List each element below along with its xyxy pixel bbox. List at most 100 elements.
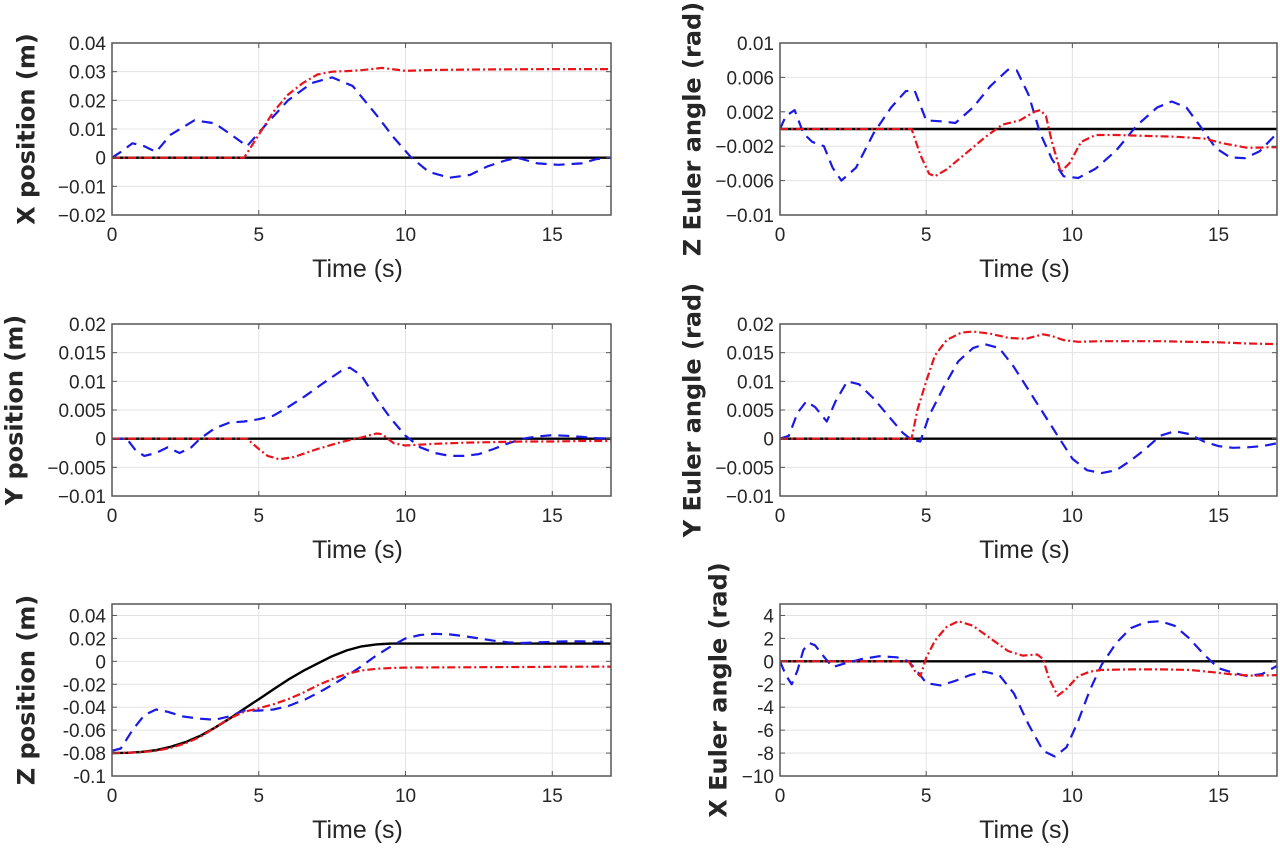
series-blue-dashed — [112, 632, 611, 752]
plot-area — [112, 604, 611, 776]
subplot-x-position: 0 5 10 15 0.04 0.03 0.02 0.01 0 −0.01 −0.02 Time (s… — [12, 33, 612, 283]
x-tick-label: 5 — [253, 225, 264, 246]
series-red-dashdot — [112, 66, 611, 159]
axes-frame — [779, 603, 1278, 777]
y-tick-label: 0.02 — [69, 91, 106, 112]
y-tick-label: 0.01 — [69, 372, 106, 393]
y-tick-label: -8 — [757, 744, 774, 765]
x-tick-label: 15 — [1208, 786, 1229, 807]
y-tick-label: 0.005 — [58, 401, 106, 422]
x-tick-label: 0 — [775, 786, 786, 807]
y-axis-label: Z Euler angle (rad) — [678, 2, 706, 256]
subplot-y-euler-angle: 0 5 10 15 0.02 0.015 0.01 0.005 0 −0.005 −0.01 Time… — [678, 283, 1278, 564]
y-tick-label: −0.02 — [58, 206, 106, 227]
y-axis-label: Y Euler angle (rad) — [678, 283, 706, 538]
series-blue-dashed — [112, 366, 611, 457]
y-tick-label: -0.02 — [63, 675, 106, 696]
y-tick-label: 0.04 — [69, 606, 106, 627]
x-tick-label: 15 — [542, 506, 563, 527]
x-axis-label: Time (s) — [979, 816, 1070, 844]
y-tick-label: 0.002 — [726, 103, 774, 124]
y-tick-label: 0 — [95, 652, 106, 673]
y-tick-label: 0.04 — [69, 34, 106, 55]
x-tick-label: 0 — [107, 786, 118, 807]
y-tick-label: 0.02 — [69, 629, 106, 650]
y-tick-label: −0.005 — [715, 458, 774, 479]
y-tick-label: 0.015 — [58, 344, 106, 365]
y-tick-label: 0.02 — [69, 315, 106, 336]
series-red-dashdot — [112, 665, 611, 755]
y-tick-label: 0 — [763, 652, 774, 673]
x-axis-label: Time (s) — [979, 255, 1070, 283]
subplot-z-euler-angle: 0 5 10 15 0.01 0.006 0.002 −0.002 −0.006 −0.01 Tim… — [678, 2, 1278, 283]
y-tick-label: −0.01 — [726, 206, 774, 227]
x-tick-label: 15 — [1208, 506, 1229, 527]
y-tick-label: -0.06 — [63, 721, 106, 742]
x-tick-label: 10 — [395, 506, 416, 527]
y-tick-label: 0.015 — [726, 344, 774, 365]
y-tick-label: 0.01 — [737, 372, 774, 393]
x-tick-label: 5 — [921, 786, 932, 807]
x-tick-label: 0 — [107, 225, 118, 246]
y-axis-label: X position (m) — [12, 33, 40, 225]
y-tick-label: 0.03 — [69, 63, 106, 84]
series-blue-dashed — [780, 68, 1277, 182]
subplot-y-position: 0 5 10 15 0.02 0.015 0.01 0.005 0 −0.005 −0.01 Time… — [0, 315, 612, 564]
y-tick-label: 0 — [95, 430, 106, 451]
y-tick-label: 0.005 — [726, 401, 774, 422]
series-blue-dashed — [780, 343, 1277, 475]
x-tick-label: 15 — [542, 225, 563, 246]
x-tick-label: 0 — [107, 506, 118, 527]
x-axis-label: Time (s) — [312, 536, 403, 564]
y-tick-label: -0.04 — [63, 698, 107, 719]
x-tick-label: 10 — [395, 225, 416, 246]
x-axis-label: Time (s) — [312, 255, 403, 283]
y-tick-label: -0.08 — [63, 744, 106, 765]
y-tick-label: −0.006 — [715, 172, 774, 193]
series-red-dashdot — [112, 432, 611, 461]
plot-area — [780, 604, 1277, 776]
y-tick-label: −10 — [742, 767, 774, 788]
x-tick-label: 5 — [921, 225, 932, 246]
y-tick-label: -4 — [757, 698, 774, 719]
x-tick-label: 0 — [775, 225, 786, 246]
y-tick-label: 0.01 — [737, 34, 774, 55]
axes-frame — [779, 42, 1278, 216]
x-tick-label: 10 — [1062, 506, 1083, 527]
y-axis-label: Z position (m) — [12, 595, 40, 786]
axes-frame — [111, 603, 612, 777]
x-tick-label: 15 — [542, 786, 563, 807]
y-tick-label: -2 — [757, 675, 774, 696]
x-tick-label: 15 — [1208, 225, 1229, 246]
y-tick-label: 0.02 — [737, 315, 774, 336]
x-axis-label: Time (s) — [312, 816, 403, 844]
y-tick-label: 4 — [763, 606, 774, 627]
y-tick-label: −0.01 — [58, 487, 106, 508]
y-axis-label: X Euler angle (rad) — [704, 562, 732, 818]
y-tick-label: −0.002 — [715, 137, 774, 158]
y-tick-label: -6 — [757, 721, 774, 742]
subplot-z-position: 0 5 10 150.040.020-0.02-0.04-0.06-0.08-0.1T… — [12, 595, 612, 844]
y-tick-label: −0.01 — [58, 177, 106, 198]
y-tick-label: −0.01 — [726, 487, 774, 508]
y-axis-label: Y position (m) — [0, 315, 28, 507]
x-axis-label: Time (s) — [979, 536, 1070, 564]
series-red-dashdot — [780, 330, 1277, 440]
y-tick-label: 0 — [763, 430, 774, 451]
y-tick-label: -0.1 — [73, 767, 106, 788]
series-blue-dashed — [112, 76, 611, 179]
y-tick-label: 0 — [95, 149, 106, 170]
y-tick-label: 0.01 — [69, 120, 106, 141]
y-tick-label: 0.006 — [726, 68, 774, 89]
y-tick-label: 2 — [763, 629, 774, 650]
y-tick-label: −0.005 — [47, 458, 106, 479]
series-red-dashdot — [780, 109, 1277, 178]
x-tick-label: 5 — [253, 506, 264, 527]
x-tick-label: 5 — [253, 786, 264, 807]
x-tick-label: 5 — [921, 506, 932, 527]
series-red-dashdot — [780, 620, 1277, 697]
x-tick-label: 10 — [1062, 786, 1083, 807]
x-tick-label: 10 — [1062, 225, 1083, 246]
